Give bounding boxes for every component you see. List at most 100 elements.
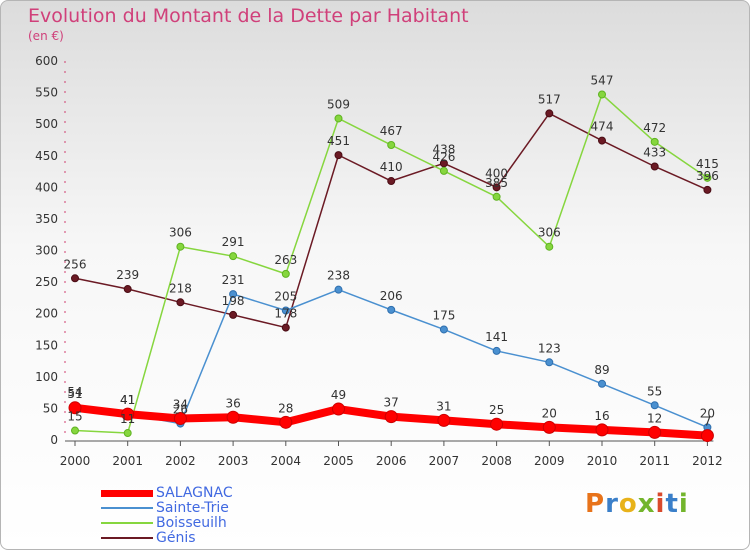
data-label-boisseuilh: 11 <box>120 412 135 426</box>
y-tick-label: 0 <box>50 433 58 447</box>
point-salagnac <box>700 429 714 443</box>
y-tick-label: 600 <box>35 54 58 68</box>
y-tick-label: 50 <box>43 401 58 415</box>
point-genis <box>123 285 132 294</box>
data-label-boisseuilh: 263 <box>274 253 297 267</box>
x-tick-label: 2012 <box>692 454 723 468</box>
logo-letter: i <box>678 489 689 519</box>
y-tick-label: 350 <box>35 212 58 226</box>
point-boisseuilh <box>598 90 606 99</box>
point-genis <box>598 136 606 145</box>
data-label-salagnac: 20 <box>542 406 557 420</box>
legend-swatch-salagnac <box>101 490 153 497</box>
logo-letter: x <box>637 489 656 519</box>
data-label-salagnac: 51 <box>67 387 82 401</box>
data-label-sainte-trie: 89 <box>594 363 609 377</box>
x-tick-label: 2006 <box>376 454 407 468</box>
x-tick-label: 2002 <box>165 454 196 468</box>
x-tick-label: 2004 <box>271 454 302 468</box>
point-boisseuilh <box>176 242 185 251</box>
x-tick-label: 2000 <box>60 454 91 468</box>
data-label-sainte-trie: 175 <box>432 308 455 322</box>
point-boisseuilh <box>492 192 501 201</box>
y-tick-label: 250 <box>35 275 58 289</box>
proxiti-logo: Proxiti <box>585 489 689 519</box>
data-label-genis: 474 <box>591 120 614 134</box>
data-label-sainte-trie: 26 <box>173 403 188 417</box>
x-tick-label: 2010 <box>587 454 618 468</box>
point-salagnac <box>648 425 662 439</box>
point-sainte-trie <box>492 346 501 355</box>
data-label-boisseuilh: 509 <box>327 97 350 111</box>
data-label-salagnac: 7 <box>704 415 712 429</box>
data-label-sainte-trie: 41 <box>120 393 135 407</box>
data-label-genis: 178 <box>274 307 297 321</box>
chart-title: Evolution du Montant de la Dette par Hab… <box>28 5 469 27</box>
data-label-sainte-trie: 123 <box>538 341 561 355</box>
point-genis <box>492 183 501 192</box>
point-salagnac <box>384 410 398 424</box>
legend-swatch-boisseuilh <box>101 522 153 524</box>
point-salagnac <box>490 417 504 431</box>
logo-letter: o <box>618 489 638 519</box>
data-label-genis: 451 <box>327 134 350 148</box>
data-label-genis: 433 <box>643 145 666 159</box>
data-label-boisseuilh: 467 <box>380 124 403 138</box>
legend-label-genis: Génis <box>156 530 196 546</box>
data-label-genis: 517 <box>538 92 561 106</box>
data-label-genis: 239 <box>116 268 139 282</box>
point-boisseuilh <box>439 166 448 175</box>
point-salagnac <box>279 415 293 429</box>
data-label-salagnac: 28 <box>278 401 293 415</box>
point-sainte-trie <box>387 305 396 314</box>
logo-letter: t <box>665 489 679 519</box>
logo-letter: P <box>585 489 606 519</box>
data-label-salagnac: 31 <box>436 399 451 413</box>
data-label-boisseuilh: 415 <box>696 157 719 171</box>
point-boisseuilh <box>650 137 659 146</box>
data-label-boisseuilh: 426 <box>432 150 455 164</box>
y-tick-label: 300 <box>35 244 58 258</box>
point-salagnac <box>173 412 187 426</box>
data-label-salagnac: 41 <box>120 393 135 407</box>
point-genis <box>334 151 343 160</box>
data-label-genis: 438 <box>432 142 455 156</box>
point-boisseuilh <box>334 114 343 123</box>
point-sainte-trie <box>281 306 290 315</box>
logo-letter: r <box>605 489 619 519</box>
x-tick-label: 2007 <box>429 454 460 468</box>
data-label-sainte-trie: 55 <box>647 384 662 398</box>
logo-letter: i <box>655 489 666 519</box>
point-sainte-trie <box>650 401 659 410</box>
data-label-salagnac: 16 <box>594 409 609 423</box>
data-label-genis: 396 <box>696 169 719 183</box>
data-label-sainte-trie: 206 <box>380 289 403 303</box>
point-genis <box>71 274 79 283</box>
data-label-sainte-trie: 205 <box>274 290 297 304</box>
point-salagnac <box>121 407 135 421</box>
data-label-boisseuilh: 385 <box>485 176 508 190</box>
point-salagnac <box>332 402 345 416</box>
point-genis <box>703 185 712 194</box>
x-tick-label: 2008 <box>481 454 512 468</box>
legend-swatch-sainte-trie <box>101 507 153 509</box>
y-tick-label: 150 <box>35 338 58 352</box>
point-boisseuilh <box>545 242 554 251</box>
legend-label-sainte-trie: Sainte-Trie <box>156 500 229 516</box>
point-genis <box>545 109 554 118</box>
data-label-boisseuilh: 547 <box>591 73 614 87</box>
data-label-salagnac: 25 <box>489 403 504 417</box>
point-boisseuilh <box>387 141 396 150</box>
point-salagnac <box>68 401 82 415</box>
data-label-salagnac: 49 <box>331 388 346 402</box>
data-label-boisseuilh: 472 <box>643 121 666 135</box>
y-tick-label: 400 <box>35 180 58 194</box>
y-tick-label: 450 <box>35 149 58 163</box>
x-tick-label: 2011 <box>639 454 670 468</box>
point-boisseuilh <box>281 269 290 278</box>
data-label-sainte-trie: 20 <box>700 406 715 420</box>
data-label-genis: 256 <box>64 257 87 271</box>
data-label-boisseuilh: 306 <box>538 226 561 240</box>
point-salagnac <box>595 423 609 437</box>
